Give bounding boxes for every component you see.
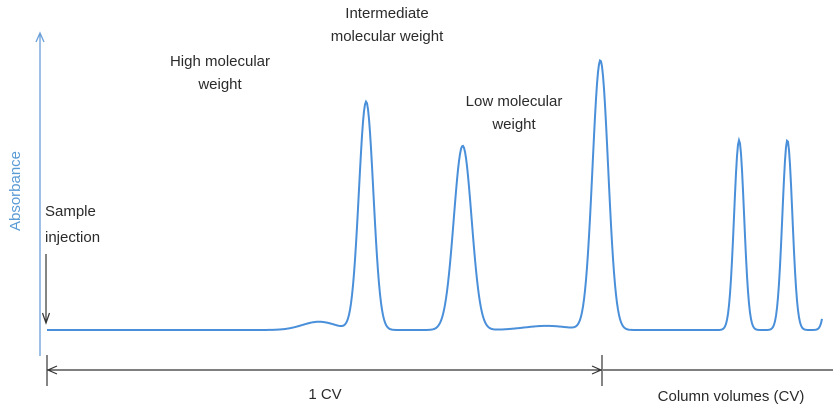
cv-bracket-right-arrow	[591, 365, 603, 375]
sample-injection-arrow-head	[41, 312, 51, 325]
annotation-sample-line1: Sample	[45, 203, 96, 220]
y-axis-arrow	[35, 31, 45, 43]
annotation-low-line1: Low molecular	[466, 93, 563, 110]
cv-bracket-left-arrow	[46, 365, 58, 375]
annotation-high-line2: weight	[197, 76, 242, 93]
x-axis-label: Column volumes (CV)	[658, 388, 805, 405]
annotation-sample-line2: injection	[45, 229, 100, 246]
absorbance-trace	[47, 58, 823, 331]
annotation-low-line2: weight	[491, 116, 536, 133]
annotation-high-line1: High molecular	[170, 53, 270, 70]
cv-label: 1 CV	[308, 386, 341, 403]
annotation-intermediate-line1: Intermediate	[345, 5, 428, 22]
y-axis-label: Absorbance	[7, 151, 24, 231]
annotation-intermediate-line2: molecular weight	[331, 28, 444, 45]
